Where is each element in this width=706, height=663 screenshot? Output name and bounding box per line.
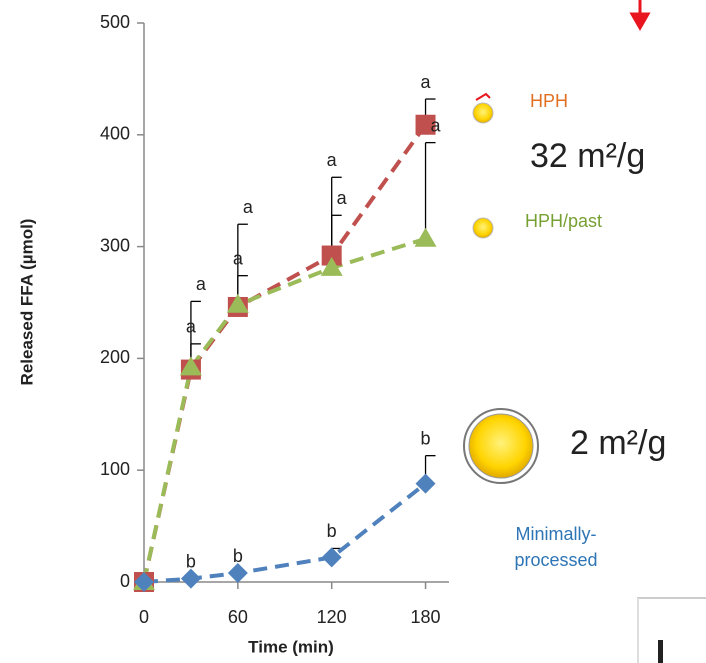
particle-icon bbox=[468, 413, 534, 479]
y-tick-label: 100 bbox=[100, 459, 130, 479]
marker bbox=[321, 245, 342, 266]
significance-label: a bbox=[431, 115, 442, 135]
marker bbox=[321, 547, 342, 568]
marker bbox=[180, 568, 201, 589]
x-axis-label: Time (min) bbox=[248, 637, 334, 656]
marker bbox=[414, 227, 437, 247]
arrow-icon bbox=[475, 92, 491, 101]
y-tick-label: 0 bbox=[120, 571, 130, 591]
significance-label: a bbox=[337, 188, 348, 208]
y-tick-label: 400 bbox=[100, 124, 130, 144]
particle-icon bbox=[472, 102, 494, 124]
x-tick-label: 0 bbox=[139, 607, 149, 627]
decor-bar bbox=[658, 640, 663, 663]
marker bbox=[179, 356, 202, 376]
y-tick-label: 200 bbox=[100, 347, 130, 367]
marker bbox=[227, 563, 248, 584]
significance-label: a bbox=[186, 317, 197, 337]
legend-label: HPH bbox=[530, 91, 568, 111]
y-tick-label: 300 bbox=[100, 235, 130, 255]
x-tick-label: 120 bbox=[317, 607, 347, 627]
marker bbox=[226, 293, 249, 313]
marker bbox=[415, 114, 436, 135]
surface-label: 2 m²/g bbox=[570, 424, 666, 462]
significance-label: b bbox=[421, 428, 431, 448]
significance-label: b bbox=[233, 546, 243, 566]
significance-label: a bbox=[421, 72, 432, 92]
surface-label: 32 m²/g bbox=[530, 137, 645, 175]
y-axis-label: Released FFA (µmol) bbox=[17, 219, 36, 386]
series-line bbox=[142, 236, 427, 583]
significance-label: a bbox=[233, 248, 244, 268]
marker bbox=[134, 572, 154, 592]
arrow-icon bbox=[629, 0, 651, 32]
marker bbox=[415, 473, 436, 494]
significance-label: a bbox=[243, 197, 254, 217]
y-tick-label: 500 bbox=[100, 12, 130, 32]
significance-label: b bbox=[186, 551, 196, 571]
marker bbox=[320, 256, 343, 276]
significance-label: a bbox=[196, 274, 207, 294]
legend-label: Minimally-processed bbox=[514, 524, 597, 570]
legend-label: HPH/past bbox=[525, 211, 602, 231]
particle-icon bbox=[472, 217, 494, 239]
x-tick-label: 180 bbox=[411, 607, 441, 627]
series-line bbox=[142, 123, 428, 583]
significance-label: a bbox=[327, 150, 338, 170]
x-tick-label: 60 bbox=[228, 607, 248, 627]
significance-label: b bbox=[327, 521, 337, 541]
